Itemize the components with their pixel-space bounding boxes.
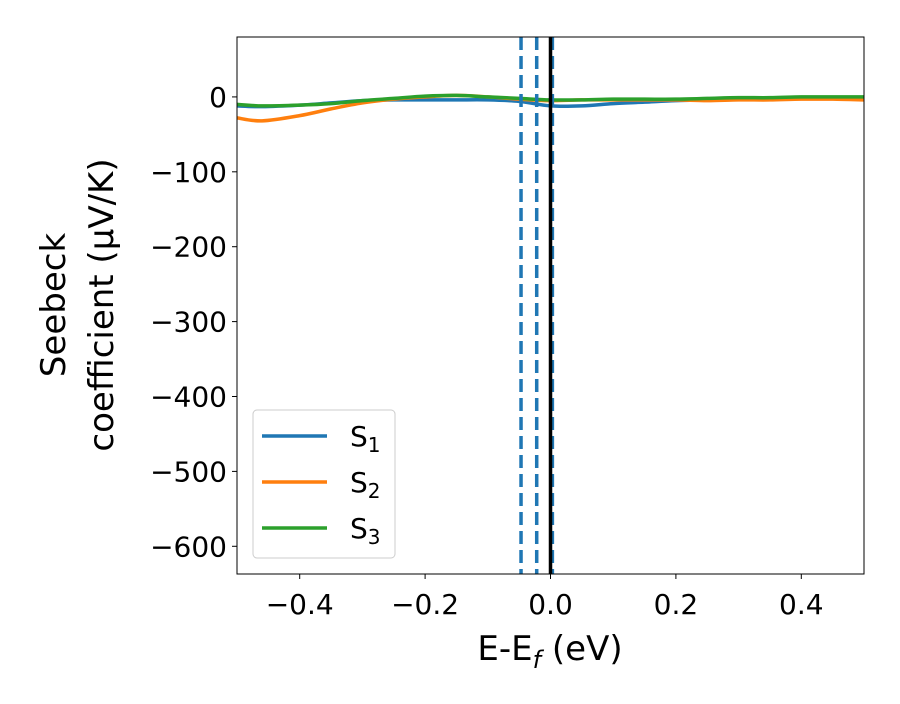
- x-tick-label: −0.4: [266, 588, 334, 621]
- legend-frame: [252, 409, 396, 559]
- x-tick-label: 0.2: [654, 588, 699, 621]
- x-tick-label: 0.0: [528, 588, 573, 621]
- y-axis-label-line1: Seebeck: [34, 233, 74, 378]
- y-tick-label: −300: [150, 306, 227, 339]
- y-tick-label: −200: [150, 231, 227, 264]
- legend-label-3: S3: [350, 512, 381, 549]
- x-axis-label: E-Ef (eV): [477, 629, 622, 674]
- legend: S1 S2 S3: [252, 409, 396, 559]
- y-tick-label: −100: [150, 156, 227, 189]
- x-tick-label: −0.2: [391, 588, 459, 621]
- x-tick-label: 0.4: [779, 588, 824, 621]
- y-axis-label-line2: coefficient (μV/K): [82, 158, 122, 451]
- y-tick-label: 0: [209, 81, 227, 114]
- y-tick-label: −600: [150, 530, 227, 563]
- legend-label-1: S1: [350, 420, 381, 457]
- y-tick-label: −500: [150, 455, 227, 488]
- y-tick-label: −400: [150, 380, 227, 413]
- legend-label-2: S2: [350, 466, 381, 503]
